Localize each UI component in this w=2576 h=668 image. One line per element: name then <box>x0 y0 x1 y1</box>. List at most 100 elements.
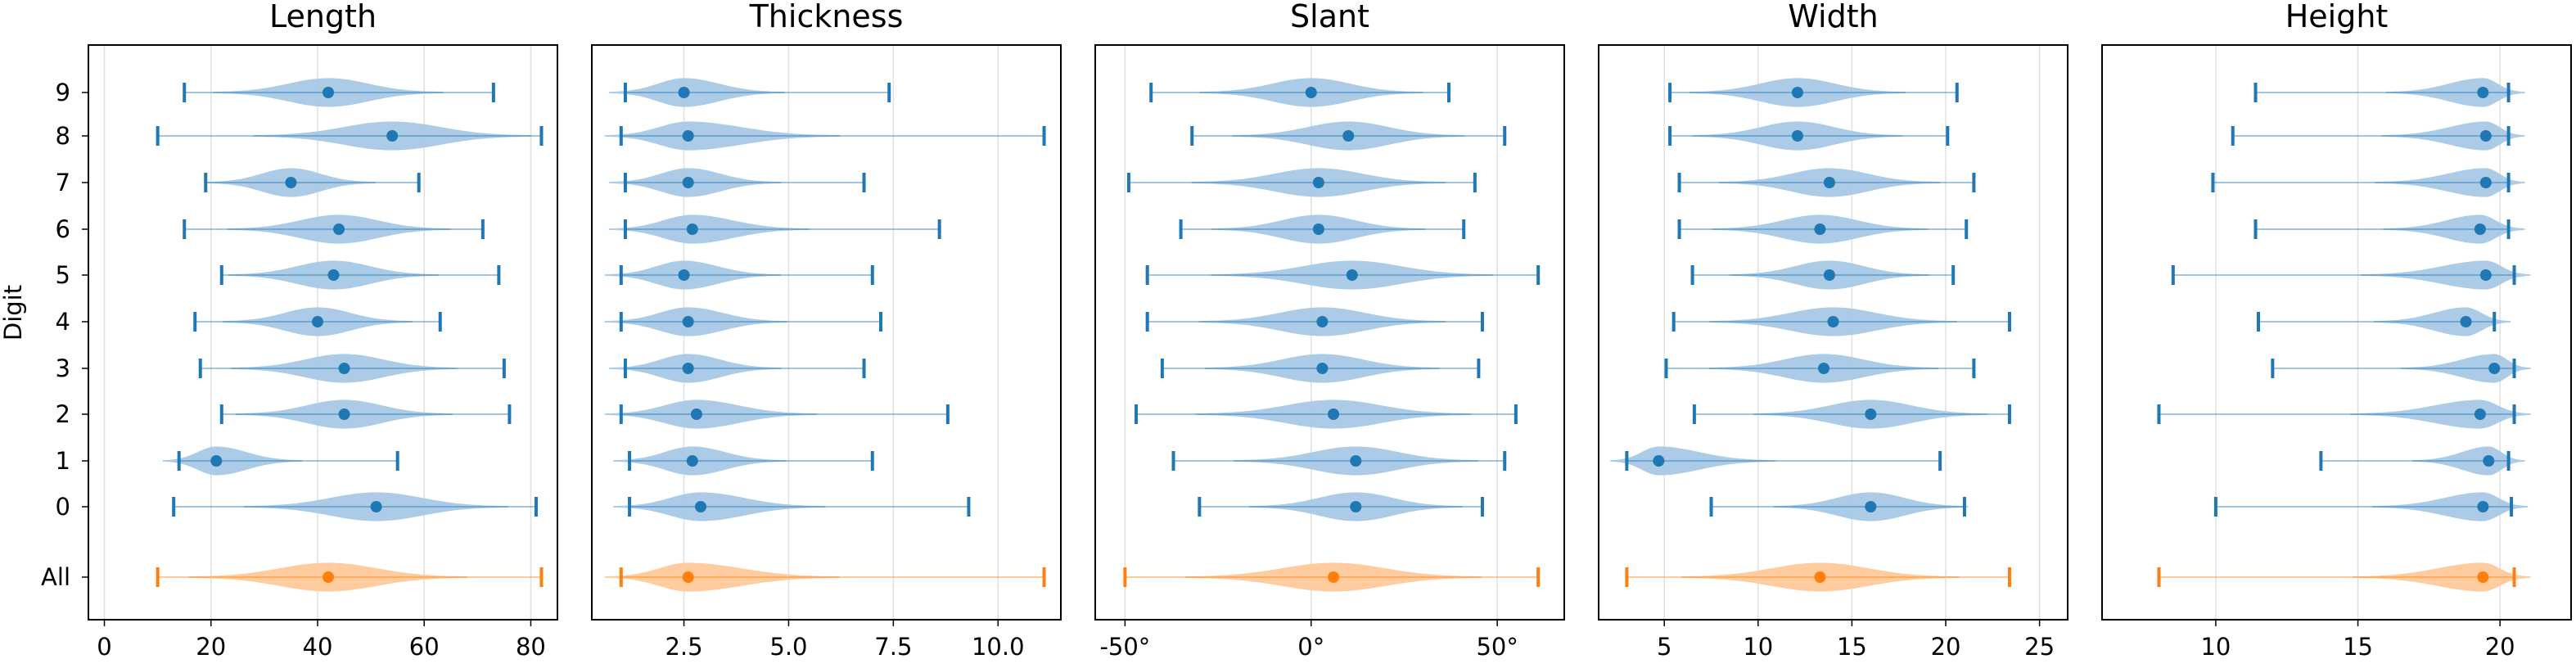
y-tick-labels: 9 8 7 6 5 4 3 2 1 0 All <box>41 79 88 591</box>
y-tick-label: All <box>41 563 70 591</box>
x-tick-label: 10 <box>2200 633 2231 661</box>
violin-median-point <box>2483 455 2495 467</box>
panel-frame <box>1598 44 2068 621</box>
x-tick-label: -50° <box>1099 633 1150 661</box>
violin-median-point <box>1865 408 1877 420</box>
panel-frame <box>88 44 558 621</box>
panel-width: 5 10 15 20 25 Width <box>1598 0 2068 661</box>
y-tick-label: 3 <box>56 354 70 382</box>
violin-median-point <box>690 408 702 420</box>
x-tick-label: 50° <box>1476 633 1518 661</box>
x-tick-label: 20 <box>196 633 226 661</box>
panel-title: Slant <box>1290 0 1369 34</box>
x-tick-label: 80 <box>516 633 546 661</box>
violin-median-point <box>1827 316 1839 327</box>
violin-median-point <box>1346 269 1358 281</box>
y-tick-label: 4 <box>56 308 70 336</box>
panel-thickness: 2.5 5.0 7.5 10.0 Thickness <box>591 0 1062 661</box>
x-tick-label: 20 <box>2485 633 2515 661</box>
violin-median-point <box>1823 269 1835 281</box>
violin-median-point <box>1814 223 1826 235</box>
x-tick-label: 0° <box>1297 633 1324 661</box>
violin-median-point <box>2477 87 2489 98</box>
violin-median-point <box>2477 571 2489 583</box>
violin-median-point <box>1316 316 1329 327</box>
violin-median-point <box>1818 363 1830 374</box>
panel-slant: -50° 0° 50° Slant <box>1094 0 1565 661</box>
violin-median-point <box>686 223 698 235</box>
violin-median-point <box>2488 363 2501 374</box>
violin-median-point <box>682 316 694 327</box>
violin-median-point <box>323 571 335 583</box>
violin-median-point <box>323 87 335 98</box>
violin-median-point <box>1865 501 1877 512</box>
y-tick-label: 8 <box>56 122 70 150</box>
panel-title: Width <box>1788 0 1878 34</box>
violin-median-point <box>682 130 694 142</box>
violin-median-point <box>1350 455 1362 467</box>
x-tick-label: 10 <box>1743 633 1773 661</box>
violin-median-point <box>1342 130 1355 142</box>
violin-median-point <box>1791 87 1803 98</box>
x-tick-label: 25 <box>2024 633 2055 661</box>
violin-median-point <box>210 455 223 467</box>
violin-median-point <box>1350 501 1362 512</box>
y-tick-label: 1 <box>56 447 70 475</box>
x-tick-label: 40 <box>303 633 333 661</box>
violin-median-point <box>338 408 350 420</box>
x-tick-label: 2.5 <box>665 633 702 661</box>
y-tick-label: 6 <box>56 215 70 243</box>
violin-median-point <box>386 130 399 142</box>
x-tick-label: 0 <box>97 633 111 661</box>
violin-median-point <box>2479 177 2492 188</box>
y-axis-label: Digit <box>0 285 27 341</box>
x-tick-label: 7.5 <box>874 633 912 661</box>
panel-frame <box>2101 44 2572 621</box>
x-tick-label: 15 <box>1837 633 1867 661</box>
panel-title: Thickness <box>749 0 904 34</box>
violin-median-point <box>2479 269 2492 281</box>
violin-median-point <box>1312 177 1324 188</box>
violin-median-point <box>678 87 690 98</box>
violin-median-point <box>338 363 350 374</box>
violin-median-point <box>2460 316 2472 327</box>
violin-median-point <box>2474 408 2486 420</box>
panel-title: Length <box>269 0 377 34</box>
violin-median-point <box>333 223 345 235</box>
panel-height: 10 15 20 Height <box>2101 0 2572 661</box>
y-tick-label: 5 <box>56 261 70 289</box>
panel-frame <box>591 44 1062 621</box>
violin-median-point <box>1305 87 1317 98</box>
violin-median-point <box>695 501 707 512</box>
x-tick-label: 5.0 <box>769 633 807 661</box>
panel-frame <box>1094 44 1565 621</box>
y-tick-label: 9 <box>56 79 70 106</box>
y-tick-label: 7 <box>56 169 70 196</box>
violin-median-point <box>285 177 297 188</box>
violin-median-point <box>686 455 698 467</box>
violin-median-point <box>678 269 690 281</box>
x-tick-label: 15 <box>2343 633 2373 661</box>
x-tick-label: 10.0 <box>972 633 1025 661</box>
violin-median-point <box>327 269 340 281</box>
violin-median-point <box>1328 408 1340 420</box>
violin-median-point <box>1316 363 1329 374</box>
violin-median-point <box>370 501 382 512</box>
violin-median-point <box>2477 501 2489 512</box>
violin-median-point <box>311 316 323 327</box>
violin-median-point <box>682 177 694 188</box>
y-tick-label: 2 <box>56 400 70 428</box>
panel-length: 0 20 40 60 80 Length <box>88 0 558 661</box>
violin-median-point <box>682 571 694 583</box>
violin-median-point <box>2474 223 2486 235</box>
violin-median-point <box>682 363 694 374</box>
violin-median-point <box>1791 130 1803 142</box>
violin-median-point <box>1814 571 1826 583</box>
violin-median-point <box>2479 130 2492 142</box>
x-tick-label: 20 <box>1931 633 1961 661</box>
x-tick-label: 60 <box>409 633 440 661</box>
violin-median-point <box>1653 455 1665 467</box>
violin-median-point <box>1823 177 1835 188</box>
panel-title: Height <box>2285 0 2389 34</box>
